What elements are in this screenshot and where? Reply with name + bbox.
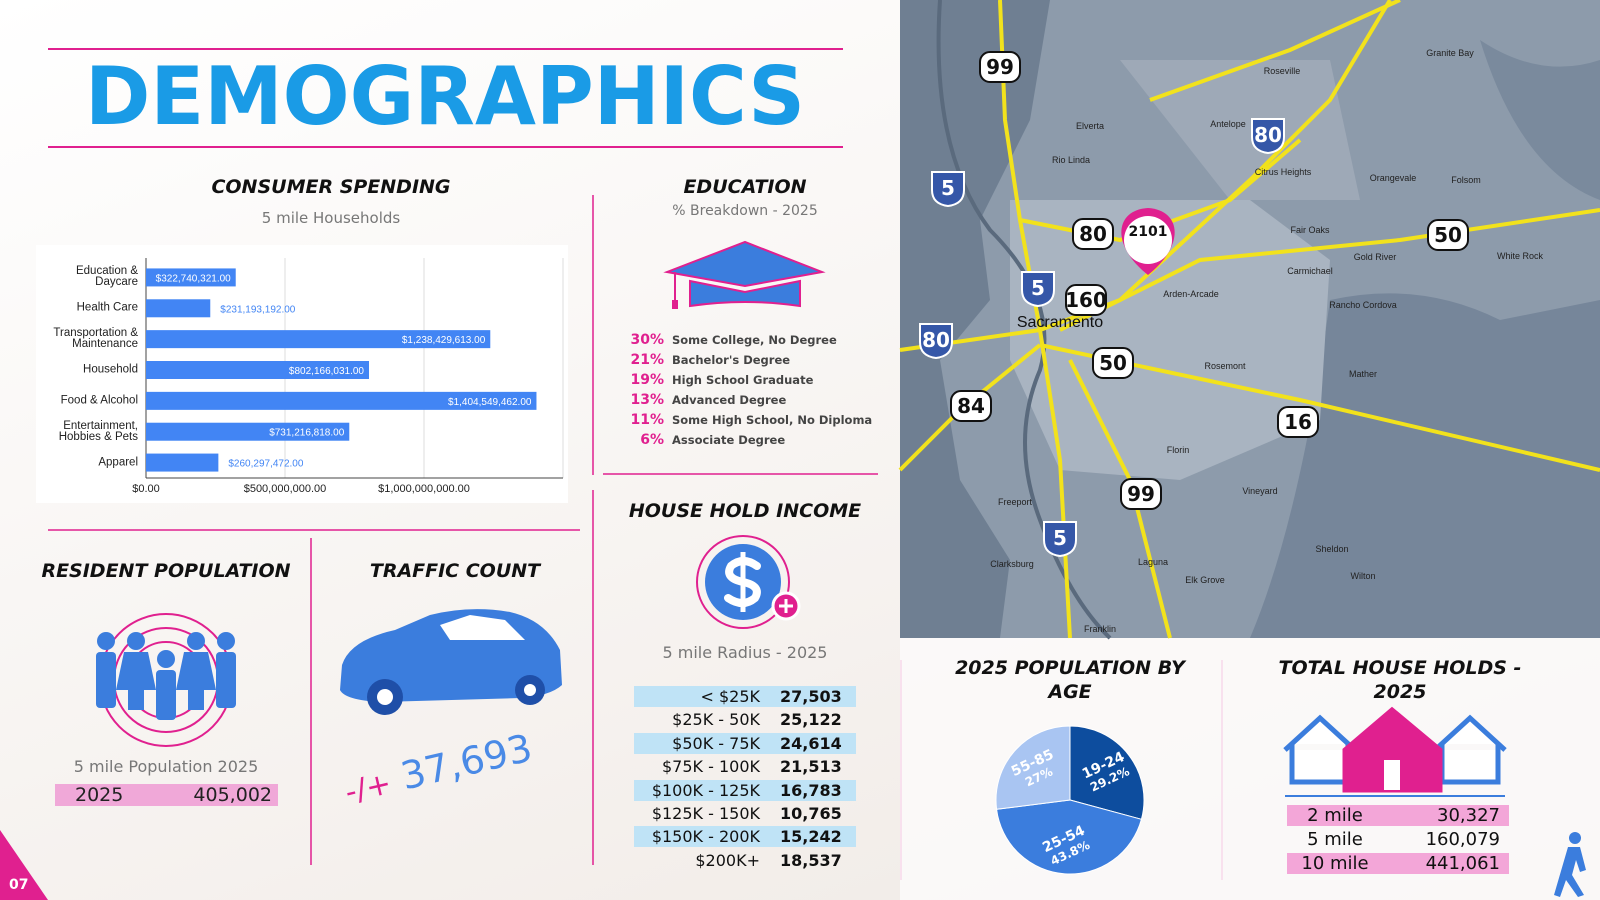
y-tick-label: Food & Alcohol [60,394,138,407]
corner [0,830,48,900]
households-value: 441,061 [1425,853,1500,874]
income-row [634,686,856,707]
households-label: 5 mile [1307,829,1363,850]
y-tick-label: Health Care [76,301,138,314]
section-title: EDUCATION [683,176,807,198]
section-subtitle: 5 mile Households [261,209,401,227]
income-range: < $25K [700,687,760,706]
education-percent: 21% [630,352,664,368]
education-percent: 30% [630,332,664,348]
income-range: $25K - 50K [672,710,760,730]
education-label: Some High School, No Diploma [672,413,873,427]
income-value: 21,513 [780,757,842,777]
income-icon [696,535,801,629]
education-label: Associate Degree [672,433,786,447]
education-label: High School Graduate [672,373,814,387]
households-label: 10 mile [1301,853,1369,874]
households-row [1287,853,1509,874]
income-row [634,826,856,848]
education-label: Bachelor's Degree [672,353,791,367]
households-value: 30,327 [1437,805,1500,826]
income-value: 27,503 [780,687,842,706]
y-tick-label: Transportation & Maintenance [53,327,138,351]
y-tick-label: Apparel [98,456,138,469]
income-value: 15,242 [780,827,842,847]
y-tick-label: Education & Daycare [75,265,138,289]
households-row [1287,805,1509,826]
income-value: 18,537 [780,850,842,870]
education-label: Some College, No Degree [672,333,837,347]
cap-icon [663,240,826,309]
y-tick-label: Household [83,363,138,376]
map: 2101 [898,0,1600,640]
income-range: $75K - 100K [661,757,760,777]
pin-label: 2101 [1129,224,1168,240]
income-range: $200K+ [695,850,760,870]
education-label: Advanced Degree [672,393,787,407]
income-value: 10,765 [780,804,842,823]
section-title: TOTAL HOUSE HOLDS - 2025 [1278,657,1522,703]
education-percent: 6% [640,432,664,448]
house-icons [1283,706,1507,797]
page-title: DEMOGRAPHICS [85,50,805,143]
section-subtitle: 5 mile Radius - 2025 [662,643,828,662]
education-percent: 19% [630,372,664,388]
pin-center [1124,216,1172,264]
households-label: 2 mile [1307,805,1363,826]
section-subtitle: 5 mile Population 2025 [73,757,259,776]
households-value: 160,079 [1425,829,1500,850]
page-number: 07 [9,877,28,893]
education-percent: 13% [630,392,664,408]
population-value: 405,002 [193,784,272,806]
income-range: $50K - 75K [672,733,760,753]
section-title: TRAFFIC COUNT [369,560,541,582]
section-title: RESIDENT POPULATION [41,560,291,582]
section-title: CONSUMER SPENDING [211,176,451,198]
section-title: 2025 POPULATION BY AGE [955,657,1185,703]
section-subtitle: % Breakdown - 2025 [672,203,818,219]
income-value: 16,783 [780,780,842,800]
income-value: 25,122 [780,710,842,730]
walker-icon [1554,832,1586,897]
income-value: 24,614 [780,733,842,753]
section-title: HOUSE HOLD INCOME [628,500,862,522]
income-row [634,779,856,801]
income-range: $100K - 125K [651,780,760,800]
population-year: 2025 [75,784,124,806]
car-icon [340,609,562,715]
population-icon [96,613,236,747]
y-tick-label: Entertainment, Hobbies & Pets [58,419,138,443]
education-percent: 11% [630,412,664,428]
income-range: $150K - 200K [651,827,760,847]
income-range: $125K - 150K [651,804,760,823]
population-bar [55,784,278,806]
income-row [634,732,856,754]
